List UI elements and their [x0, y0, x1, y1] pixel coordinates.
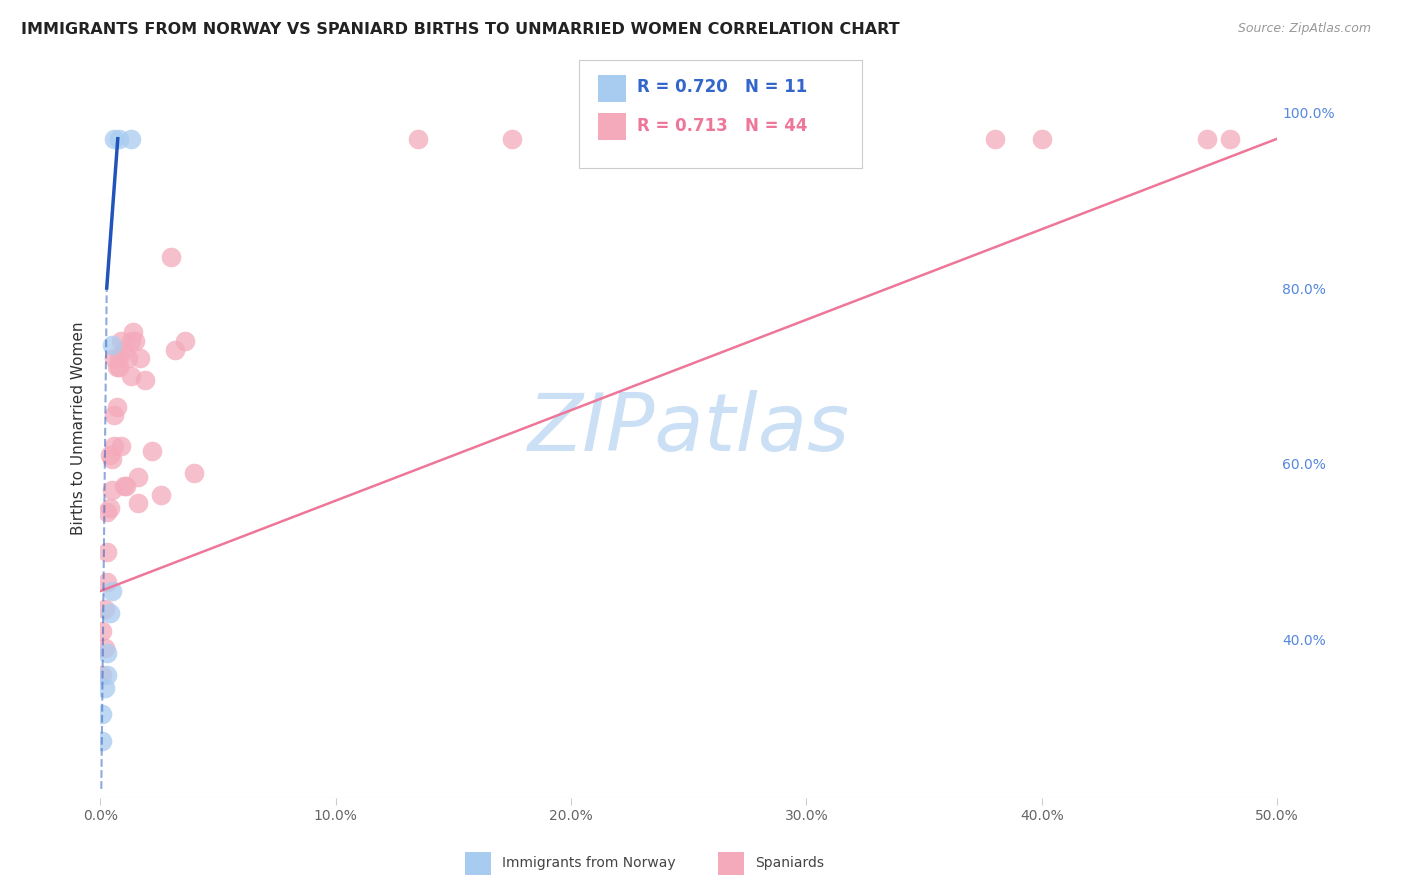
- Point: [165, 343, 187, 357]
- Point: [120, 334, 142, 348]
- Point: [103, 131, 125, 145]
- Point: [96, 544, 118, 558]
- Text: Source: ZipAtlas.com: Source: ZipAtlas.com: [1237, 22, 1371, 36]
- Point: [94, 681, 117, 695]
- Point: [501, 131, 523, 145]
- Point: [98, 500, 121, 515]
- Text: ZIPatlas: ZIPatlas: [527, 390, 849, 467]
- Point: [1219, 131, 1241, 145]
- Point: [105, 400, 128, 414]
- Y-axis label: Births to Unmarried Women: Births to Unmarried Women: [72, 322, 86, 535]
- Point: [94, 641, 117, 656]
- Point: [1195, 131, 1218, 145]
- Point: [110, 439, 132, 453]
- Text: R = 0.720   N = 11: R = 0.720 N = 11: [637, 78, 807, 96]
- Point: [91, 733, 114, 747]
- Point: [103, 351, 125, 366]
- Point: [91, 707, 114, 722]
- Point: [91, 667, 114, 681]
- Point: [91, 624, 114, 638]
- Text: Immigrants from Norway: Immigrants from Norway: [502, 856, 675, 871]
- Point: [96, 667, 118, 681]
- Point: [984, 131, 1007, 145]
- Point: [108, 360, 131, 375]
- Point: [108, 351, 131, 366]
- Point: [105, 360, 128, 375]
- Point: [98, 606, 121, 620]
- Point: [120, 368, 142, 383]
- Point: [96, 575, 118, 590]
- Point: [127, 470, 149, 484]
- Point: [406, 131, 429, 145]
- Point: [122, 325, 145, 339]
- Point: [101, 452, 124, 467]
- Point: [112, 343, 135, 357]
- Point: [117, 351, 139, 366]
- Point: [103, 409, 125, 423]
- Point: [108, 131, 131, 145]
- Point: [101, 338, 124, 352]
- Point: [96, 505, 118, 519]
- Text: Spaniards: Spaniards: [755, 856, 824, 871]
- Point: [127, 496, 149, 510]
- Point: [94, 601, 117, 615]
- Point: [124, 334, 146, 348]
- Point: [120, 131, 142, 145]
- Point: [183, 466, 205, 480]
- Point: [98, 448, 121, 462]
- Point: [103, 439, 125, 453]
- Text: IMMIGRANTS FROM NORWAY VS SPANIARD BIRTHS TO UNMARRIED WOMEN CORRELATION CHART: IMMIGRANTS FROM NORWAY VS SPANIARD BIRTH…: [21, 22, 900, 37]
- Point: [134, 373, 156, 387]
- Point: [150, 487, 173, 501]
- Point: [1031, 131, 1053, 145]
- Point: [115, 479, 138, 493]
- Point: [141, 443, 163, 458]
- Point: [173, 334, 195, 348]
- Point: [110, 334, 132, 348]
- Point: [101, 483, 124, 497]
- Point: [159, 250, 181, 264]
- Point: [96, 646, 118, 660]
- Point: [129, 351, 152, 366]
- Text: R = 0.713   N = 44: R = 0.713 N = 44: [637, 117, 807, 135]
- Point: [112, 479, 135, 493]
- Point: [101, 584, 124, 599]
